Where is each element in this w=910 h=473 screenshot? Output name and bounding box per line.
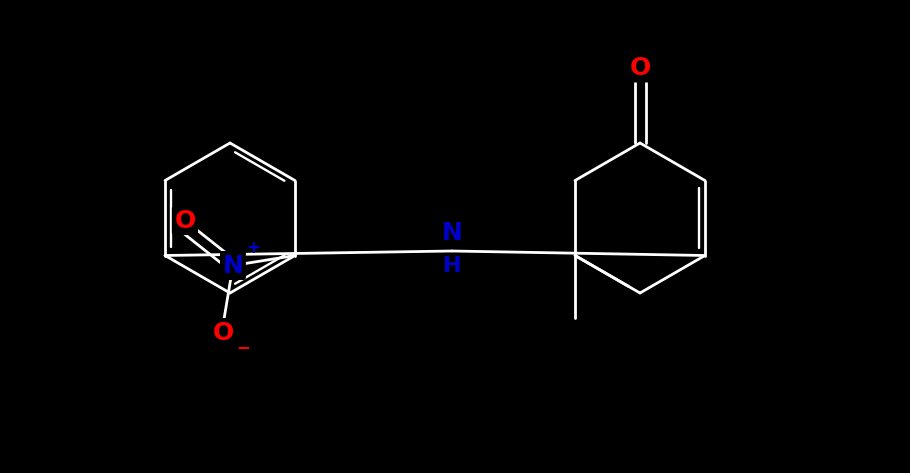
Text: H: H: [443, 256, 461, 276]
Text: −: −: [236, 339, 250, 357]
Text: O: O: [212, 321, 234, 344]
Text: O: O: [175, 209, 196, 233]
Text: N: N: [223, 254, 243, 278]
Text: +: +: [246, 238, 260, 256]
Text: O: O: [630, 56, 651, 80]
Text: N: N: [441, 221, 462, 245]
